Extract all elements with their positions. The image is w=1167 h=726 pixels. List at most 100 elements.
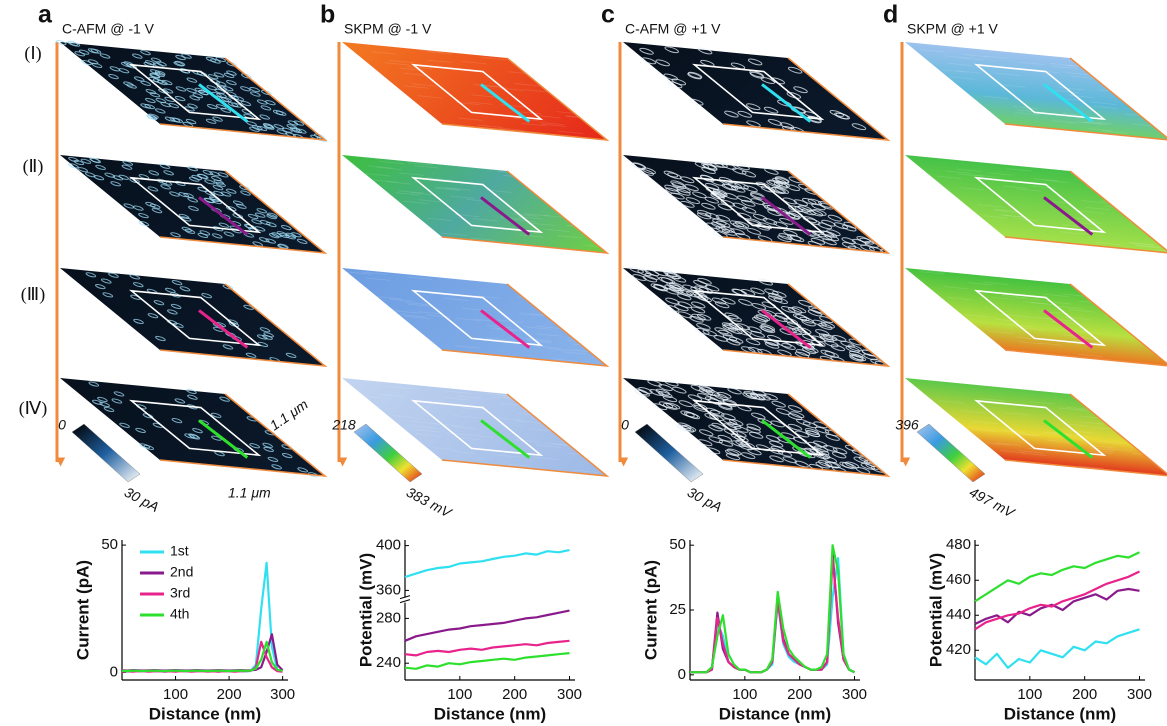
roi-box xyxy=(695,178,822,232)
map-texture xyxy=(441,232,468,236)
map-plane xyxy=(905,378,1167,479)
map-texture xyxy=(784,184,803,191)
map-texture xyxy=(520,122,547,127)
x-tick-label: 200 xyxy=(787,686,812,703)
map-texture xyxy=(418,199,445,203)
map-texture xyxy=(995,72,1022,77)
map-texture xyxy=(452,414,479,419)
map-texture xyxy=(268,233,281,238)
map-texture xyxy=(172,61,185,66)
map-texture xyxy=(193,88,206,93)
map-texture xyxy=(184,119,197,124)
map-texture xyxy=(415,433,442,437)
map-texture xyxy=(761,393,780,400)
map-texture xyxy=(256,342,269,347)
map-texture xyxy=(744,338,763,345)
map-texture xyxy=(516,420,542,424)
map-texture xyxy=(748,192,767,199)
map-texture xyxy=(185,88,198,93)
map-texture xyxy=(257,237,270,242)
map-texture xyxy=(198,230,211,235)
profile-line xyxy=(481,420,529,457)
map-texture xyxy=(183,229,196,234)
map-plane xyxy=(55,154,328,254)
map-texture xyxy=(248,443,261,448)
map-texture xyxy=(638,169,657,176)
map-texture xyxy=(239,101,252,106)
plane-edge xyxy=(905,155,1167,253)
map-texture xyxy=(689,307,708,314)
map-texture xyxy=(535,345,562,349)
map-texture xyxy=(215,104,228,109)
map-texture xyxy=(722,111,741,118)
plane-edge xyxy=(623,155,888,253)
map-texture xyxy=(1077,300,1104,304)
map-texture xyxy=(850,239,869,246)
map-texture xyxy=(188,177,201,182)
map-texture xyxy=(128,274,141,279)
x-tick-label: 200 xyxy=(502,686,527,703)
map-texture xyxy=(204,57,217,62)
map-image xyxy=(342,155,607,253)
map-texture xyxy=(256,100,269,105)
x-axis-label: Distance (nm) xyxy=(149,704,261,723)
map-texture xyxy=(962,53,989,58)
roi-box xyxy=(132,291,259,345)
map-texture xyxy=(528,313,555,317)
map-texture xyxy=(670,78,689,85)
map-texture xyxy=(748,72,767,79)
map-texture xyxy=(285,124,298,129)
map-texture xyxy=(784,212,803,219)
map-texture xyxy=(272,110,285,115)
map-texture xyxy=(665,272,684,279)
map-texture xyxy=(796,184,815,191)
map-texture xyxy=(457,117,484,121)
plane-edge xyxy=(905,268,1167,366)
map-texture xyxy=(525,326,552,330)
map-texture xyxy=(703,285,722,292)
map-texture xyxy=(168,192,181,197)
colorbar-min: 396 xyxy=(895,417,919,433)
map-texture xyxy=(699,203,718,210)
map-texture xyxy=(761,218,780,225)
map-texture xyxy=(762,168,781,175)
map-texture xyxy=(524,410,551,414)
roi-box xyxy=(695,291,822,345)
plane-edge xyxy=(623,42,888,140)
map-texture xyxy=(704,447,723,454)
map-texture xyxy=(946,296,973,301)
map-texture xyxy=(993,208,1020,213)
map-texture xyxy=(698,175,717,182)
plane-edge xyxy=(60,42,325,140)
map-texture xyxy=(1078,210,1105,214)
map-texture xyxy=(955,70,982,74)
map-texture xyxy=(560,102,587,106)
map-texture xyxy=(859,463,878,470)
map-texture xyxy=(296,467,309,472)
map-texture xyxy=(857,456,876,463)
map-texture xyxy=(678,176,697,183)
map-texture xyxy=(146,186,159,191)
map-texture xyxy=(219,108,232,113)
y-axis-label: Potential (mV) xyxy=(356,553,375,667)
map-texture xyxy=(499,87,526,92)
map-texture xyxy=(418,49,445,53)
map-texture xyxy=(201,170,214,175)
map-texture xyxy=(187,206,200,211)
map-texture xyxy=(739,200,758,207)
map-texture xyxy=(177,214,190,219)
plane-edge xyxy=(60,155,325,253)
x-tick-label: 200 xyxy=(1072,686,1097,703)
roi-box xyxy=(414,401,541,455)
map-texture xyxy=(239,86,252,91)
map-texture xyxy=(728,220,747,227)
map-texture xyxy=(173,399,186,404)
map-texture xyxy=(413,165,440,169)
map-texture xyxy=(690,191,709,198)
map-texture xyxy=(993,209,1020,214)
map-texture xyxy=(292,134,305,139)
map-texture xyxy=(1089,410,1116,414)
map-texture xyxy=(137,221,150,226)
map-texture xyxy=(178,286,191,291)
map-texture xyxy=(144,60,157,65)
